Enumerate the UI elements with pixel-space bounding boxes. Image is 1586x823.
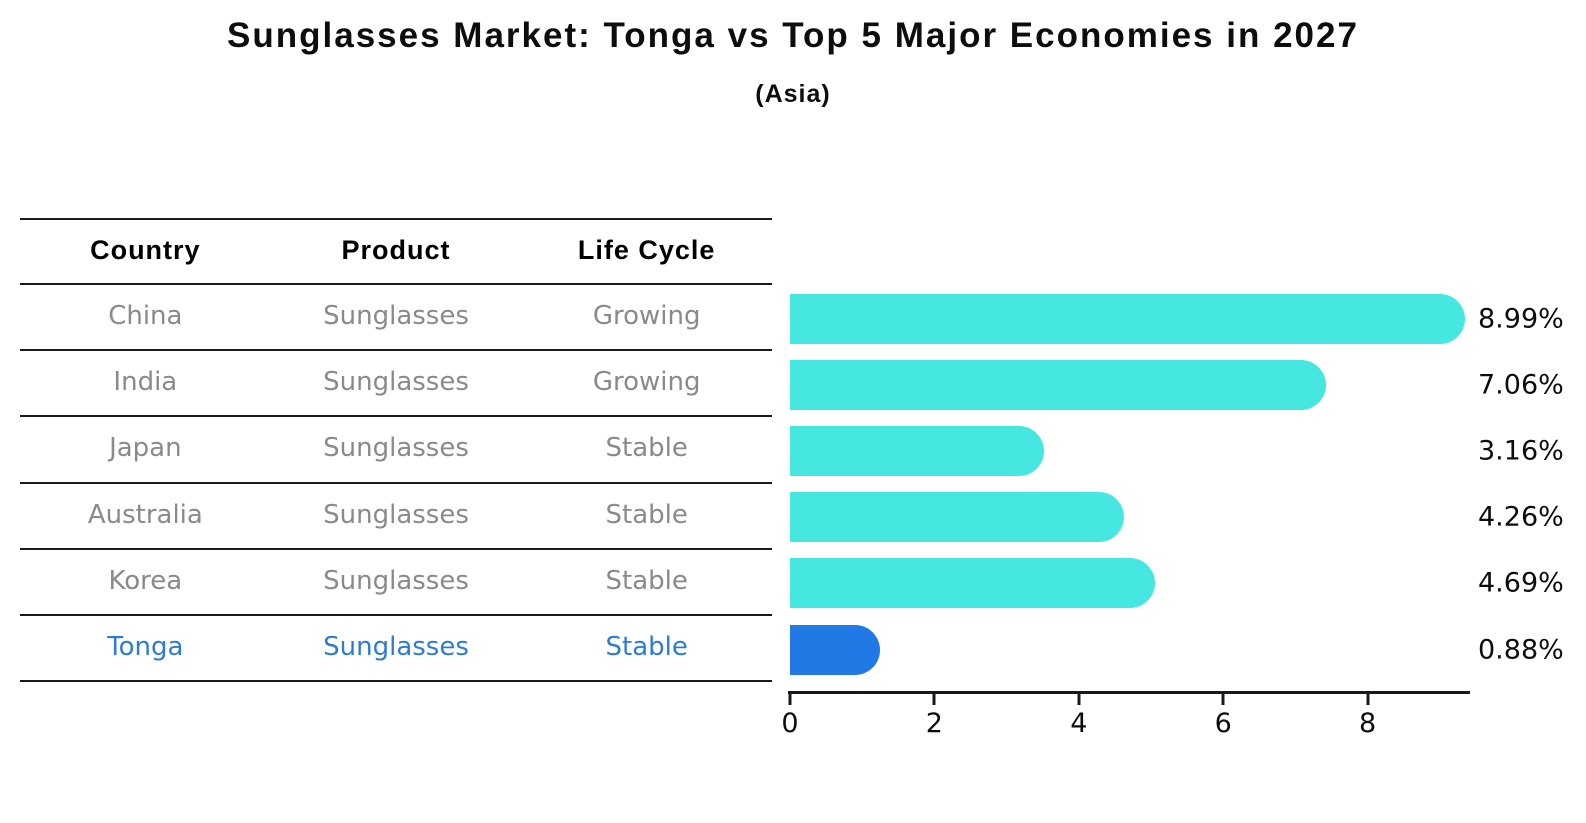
bar-japan: [790, 425, 1045, 476]
cell-lifecycle: Stable: [605, 433, 688, 464]
table-rule: [20, 614, 772, 616]
cell-lifecycle: Growing: [592, 301, 701, 332]
bar-value-australia: 4.26%: [1478, 501, 1564, 533]
x-axis-tick: [1221, 694, 1225, 705]
bar-tonga: [790, 624, 880, 675]
country-table: Country Product Life Cycle China Sunglas…: [20, 218, 772, 684]
cell-product: Sunglasses: [323, 301, 469, 332]
chart-subtitle: (Asia): [755, 80, 831, 108]
bar-value-korea: 4.69%: [1478, 567, 1564, 599]
table-row-australia: Australia Sunglasses Stable: [20, 482, 772, 548]
cell-product: Sunglasses: [323, 367, 469, 398]
cell-country: Australia: [87, 499, 203, 530]
bar-australia: [790, 492, 1124, 543]
chart-title: Sunglasses Market: Tonga vs Top 5 Major …: [227, 16, 1359, 55]
x-axis-tick: [788, 694, 792, 705]
table-rule: [20, 481, 772, 484]
cell-lifecycle: Stable: [605, 632, 688, 663]
bar-value-china: 8.99%: [1478, 303, 1564, 334]
cell-country: China: [108, 301, 183, 332]
table-row-china: China Sunglasses Growing: [20, 283, 772, 349]
bar-value-tonga: 0.88%: [1478, 634, 1564, 665]
table-rule: [20, 415, 772, 418]
table-rule: [20, 680, 772, 682]
cell-product: Sunglasses: [323, 632, 469, 663]
table-rule: [20, 547, 772, 550]
column-header-lifecycle: Life Cycle: [577, 235, 716, 265]
table-rule: [20, 349, 772, 352]
table-row-korea: Korea Sunglasses Stable: [20, 548, 772, 614]
x-axis-tick-label: 0: [781, 708, 799, 739]
table-header-row: Country Product Life Cycle: [20, 218, 772, 283]
table-rule: [20, 283, 772, 285]
table-row-japan: Japan Sunglasses Stable: [20, 415, 772, 481]
cell-lifecycle: Stable: [605, 499, 688, 530]
x-axis-tick: [1366, 694, 1370, 705]
cell-lifecycle: Stable: [605, 565, 688, 596]
bar-value-india: 7.06%: [1478, 369, 1564, 401]
x-axis-tick: [932, 694, 936, 705]
bar-korea: [790, 558, 1155, 609]
x-axis-tick-label: 6: [1214, 708, 1232, 739]
cell-product: Sunglasses: [323, 499, 469, 530]
cell-product: Sunglasses: [323, 433, 469, 464]
cell-country: Japan: [109, 433, 182, 464]
x-axis-tick-label: 2: [925, 708, 943, 739]
table-rule: [20, 218, 772, 220]
column-header-country: Country: [90, 235, 201, 265]
cell-lifecycle: Growing: [592, 367, 701, 398]
bar-china: [790, 293, 1466, 344]
cell-product: Sunglasses: [323, 565, 469, 596]
table-row-tonga: Tonga Sunglasses Stable: [20, 614, 772, 680]
column-header-product: Product: [341, 235, 451, 265]
x-axis-tick: [1077, 694, 1081, 705]
cell-country: Korea: [108, 565, 183, 596]
bar-india: [790, 359, 1326, 410]
cell-country: Tonga: [107, 632, 184, 663]
bar-value-japan: 3.16%: [1478, 435, 1564, 467]
x-axis-tick-label: 8: [1359, 708, 1377, 739]
cell-country: India: [113, 367, 178, 398]
x-axis-tick-label: 4: [1070, 708, 1088, 739]
x-axis-line: [788, 691, 1470, 694]
table-row-india: India Sunglasses Growing: [20, 349, 772, 415]
